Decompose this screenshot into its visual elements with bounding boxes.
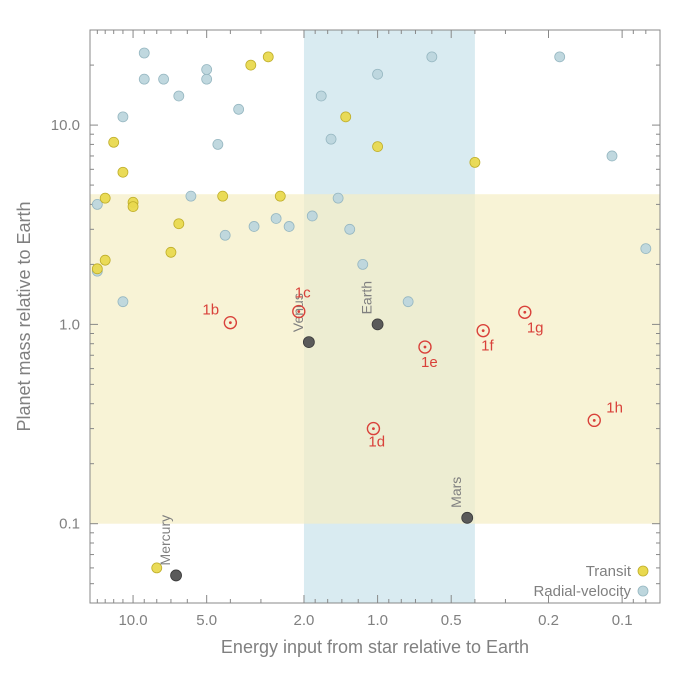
transit-series-point [100,255,110,265]
trappist-point-dot [372,427,375,430]
trappist-label: 1c [295,285,311,302]
y-axis-label: Planet mass relative to Earth [14,201,34,431]
radial-velocity-series-point [555,52,565,62]
solar-system-label: Mercury [157,515,173,566]
transit-series-point [263,52,273,62]
trappist-point-dot [593,419,596,422]
trappist-label: 1h [606,399,623,416]
x-tick-label: 0.1 [612,612,633,629]
radial-velocity-series-point [249,221,259,231]
radial-velocity-series-point [641,244,651,254]
transit-series-point [166,247,176,257]
radial-velocity-series-point [159,74,169,84]
radial-velocity-series-point [358,259,368,269]
radial-velocity-series-point [202,65,212,75]
y-tick-label: 1.0 [59,316,80,333]
radial-velocity-series-point [307,211,317,221]
radial-velocity-series-point [202,74,212,84]
radial-velocity-series-point [213,139,223,149]
transit-series-point [246,60,256,70]
radial-velocity-series-point [373,69,383,79]
earth-mass-band [90,194,660,523]
trappist-point-dot [523,311,526,314]
x-tick-label: 10.0 [118,612,147,629]
transit-series-point [100,193,110,203]
radial-velocity-series-point [118,297,128,307]
scatter-chart: 10.0 5.0 2.0 1.0 0.5 0.2 0.1 0.1 1.0 10.0 Energy i… [0,0,700,683]
trappist-label: 1d [368,434,385,451]
radial-velocity-series-point [271,213,281,223]
legend-swatch [638,586,648,596]
solar-system-label: Mars [448,477,464,508]
x-tick-label: 0.5 [441,612,462,629]
radial-velocity-series-point [316,91,326,101]
transit-series-point [341,112,351,122]
radial-velocity-series-point [333,193,343,203]
solar-system-point [303,337,314,348]
solar-system-point [372,319,383,330]
x-tick-label: 1.0 [367,612,388,629]
solar-system-point [462,512,473,523]
transit-series-point [218,191,228,201]
transit-series-point [109,137,119,147]
radial-velocity-series-point [139,74,149,84]
x-tick-label: 5.0 [196,612,217,629]
radial-velocity-series-point [403,297,413,307]
radial-velocity-series-point [284,221,294,231]
trappist-point-dot [482,329,485,332]
x-tick-label: 0.2 [538,612,559,629]
radial-velocity-series-point [186,191,196,201]
radial-velocity-series-point [220,230,230,240]
y-tick-label: 0.1 [59,516,80,533]
legend-swatch [638,566,648,576]
radial-velocity-series-point [234,104,244,114]
chart-container: 10.0 5.0 2.0 1.0 0.5 0.2 0.1 0.1 1.0 10.0 Energy i… [0,0,700,683]
transit-series-point [470,157,480,167]
solar-system-point [171,570,182,581]
trappist-label: 1b [202,302,219,319]
trappist-label: 1f [481,338,494,355]
legend-label: Transit [586,563,632,580]
x-axis-label: Energy input from star relative to Earth [221,637,529,657]
transit-series-point [373,142,383,152]
transit-series-point [118,167,128,177]
radial-velocity-series-point [607,151,617,161]
radial-velocity-series-point [139,48,149,58]
radial-velocity-series-point [118,112,128,122]
trappist-point-dot [229,321,232,324]
transit-series-point [128,202,138,212]
x-tick-label: 2.0 [294,612,315,629]
transit-series-point [174,219,184,229]
legend-label: Radial-velocity [533,583,631,600]
transit-series-point [92,264,102,274]
radial-velocity-series-point [345,224,355,234]
solar-system-label: Earth [359,281,375,314]
radial-velocity-series-point [174,91,184,101]
radial-velocity-series-point [326,134,336,144]
trappist-point-dot [424,346,427,349]
radial-velocity-series-point [427,52,437,62]
y-tick-label: 10.0 [51,117,80,134]
trappist-point-dot [297,310,300,313]
transit-series-point [275,191,285,201]
trappist-label: 1e [421,354,438,371]
trappist-label: 1g [527,319,544,336]
